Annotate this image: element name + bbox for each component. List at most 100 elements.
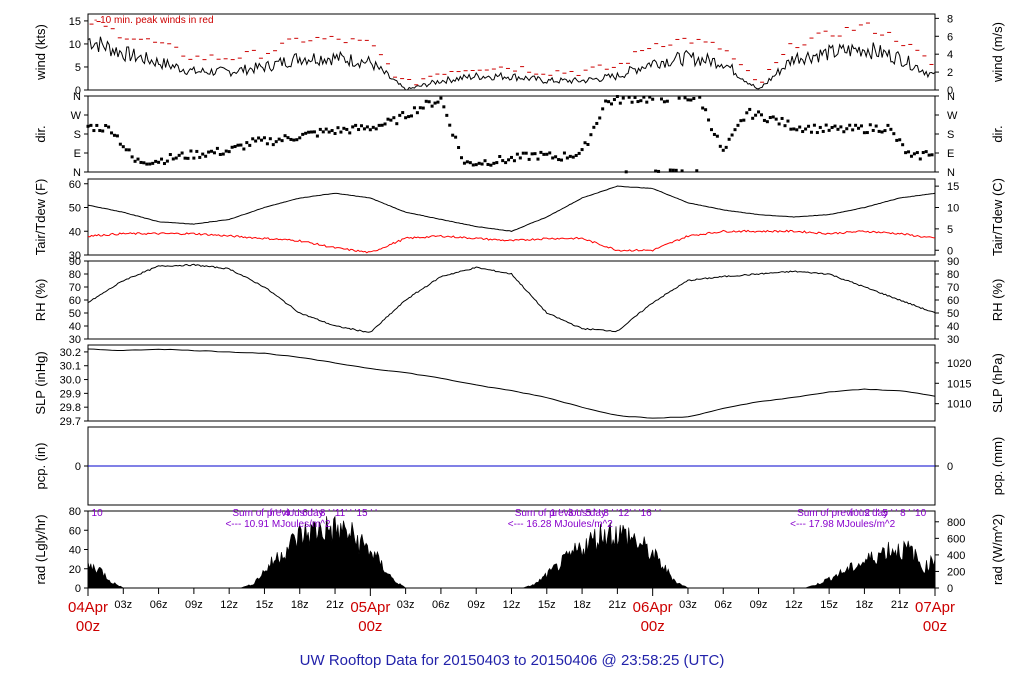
- wind-dir-point: [757, 110, 761, 114]
- wind-dir-point: [480, 162, 484, 166]
- wind-dir-point: [898, 138, 902, 142]
- right-tick-label-dir: E: [947, 148, 954, 160]
- wind-dir-point: [292, 138, 296, 142]
- rh-series-rh: [87, 263, 936, 333]
- x-tick-label: 18z: [573, 599, 591, 611]
- wind-dir-point: [445, 113, 449, 117]
- wind-dir-point: [168, 153, 172, 157]
- wind-dir-point: [868, 123, 872, 127]
- wind-dir-point: [221, 152, 225, 156]
- wind-dir-point: [348, 131, 352, 135]
- right-tick-label-pcp: 0: [947, 461, 953, 473]
- day-label-hour: 00z: [358, 618, 382, 635]
- wind-dir-point: [812, 123, 816, 127]
- wind-dir-point: [715, 134, 719, 138]
- left-tick-label-slp: 30.1: [60, 361, 81, 373]
- wind-dir-point: [765, 120, 769, 124]
- wind-dir-point: [86, 124, 90, 128]
- wind-dir-point: [124, 148, 128, 152]
- wind-dir-point: [904, 151, 908, 155]
- wind-dir-point: [465, 160, 469, 164]
- wind-dir-point: [142, 161, 146, 165]
- wind-dir-point: [621, 96, 625, 100]
- wind-dir-point: [839, 125, 843, 129]
- right-tick-label-slp: 1020: [947, 358, 971, 370]
- right-tick-label-dir: W: [947, 110, 958, 122]
- wind-dir-point: [668, 168, 672, 172]
- left-tick-label-rad: 20: [69, 564, 81, 576]
- wind-dir-point: [651, 97, 655, 101]
- wind-dir-point: [198, 155, 202, 159]
- left-tick-label-slp: 30.2: [60, 347, 81, 359]
- left-axis-label-rh: RH (%): [33, 279, 48, 322]
- wind-dir-point: [730, 133, 734, 137]
- left-tick-label-dir: N: [73, 91, 81, 103]
- x-tick-label: 21z: [609, 599, 627, 611]
- wind-dir-point: [759, 113, 763, 117]
- x-tick-label: 18z: [856, 599, 874, 611]
- left-tick-label-temp: 50: [69, 203, 81, 215]
- wind-dir-point: [310, 130, 314, 134]
- wind-dir-point: [427, 100, 431, 104]
- right-tick-label-rad: 200: [947, 566, 965, 578]
- wind-dir-point: [354, 123, 358, 127]
- wind-dir-point: [589, 133, 593, 137]
- wind-dir-point: [98, 129, 102, 133]
- wind-dir-point: [433, 101, 437, 105]
- wind-dir-point: [895, 138, 899, 142]
- wind-dir-point: [712, 132, 716, 136]
- x-tick-label: 09z: [467, 599, 485, 611]
- right-axis-label-rh: RH (%): [990, 279, 1005, 322]
- right-axis-label-pcp: pcp. (mm): [990, 437, 1005, 496]
- wind-dir-point: [883, 129, 887, 133]
- wind-dir-point: [565, 156, 569, 160]
- wind-dir-point: [624, 170, 628, 174]
- rad-hour-marks: 1 ' ' 3 ' ' 5 ' ' 8 ' '12' ' '16 ' ': [550, 508, 661, 519]
- wind-dir-point: [704, 108, 708, 112]
- wind-dir-point: [562, 151, 566, 155]
- day-label-date: 04Apr: [68, 599, 108, 616]
- wind-dir-point: [365, 125, 369, 129]
- wind-dir-point: [524, 151, 528, 155]
- right-tick-label-dir: N: [947, 91, 955, 103]
- wind-dir-point: [718, 144, 722, 148]
- wind-dir-point: [601, 107, 605, 111]
- peak-wind-note: - 10 min. peak winds in red: [94, 15, 214, 26]
- x-tick-label: 06z: [150, 599, 168, 611]
- wind-dir-point: [330, 129, 334, 133]
- wind-dir-point: [665, 99, 669, 103]
- wind-dir-point: [748, 107, 752, 111]
- wind-dir-point: [195, 149, 199, 153]
- wind-dir-point: [751, 116, 755, 120]
- wind-dir-point: [127, 148, 131, 152]
- wind-dir-point: [774, 117, 778, 121]
- wind-dir-point: [442, 105, 446, 109]
- x-tick-label: 21z: [326, 599, 344, 611]
- right-tick-label-slp: 1015: [947, 378, 971, 390]
- x-tick-label: 12z: [785, 599, 803, 611]
- wind-dir-point: [554, 155, 558, 159]
- wind-dir-point: [862, 131, 866, 135]
- wind-dir-point: [548, 151, 552, 155]
- wind-dir-point: [598, 116, 602, 120]
- wind-dir-point: [92, 129, 96, 133]
- day-label-date: 07Apr: [915, 599, 955, 616]
- wind-dir-point: [371, 125, 375, 129]
- wind-dir-point: [568, 154, 572, 158]
- wind-dir-point: [360, 124, 364, 128]
- wind-dir-point: [848, 123, 852, 127]
- wind-dir-point: [483, 159, 487, 163]
- wind-dir-point: [633, 95, 637, 99]
- wind-dir-point: [404, 116, 408, 120]
- wind-dir-point: [515, 152, 519, 156]
- wind-dir-point: [321, 130, 325, 134]
- wind-dir-point: [374, 127, 378, 131]
- wind-dir-point: [215, 146, 219, 150]
- wind-dir-point: [671, 168, 675, 172]
- wind-dir-point: [833, 124, 837, 128]
- wind-dir-point: [618, 101, 622, 105]
- rad-hour-marks: f ' ' 2 ' ' 5 ' ' 8 ' '10: [850, 508, 927, 519]
- wind-dir-point: [880, 130, 884, 134]
- left-tick-label-rad: 0: [75, 583, 81, 595]
- wind-dir-point: [239, 143, 243, 147]
